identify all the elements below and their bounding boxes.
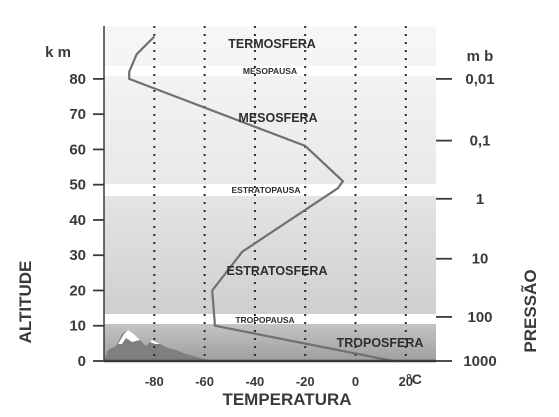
altitude-tick-label: 60 [69,141,86,158]
pressure-ticks: 1000 100 10 1 0,1 0,01 [436,71,497,370]
temperature-ticks: -80 -60 -40 -20 0 20 [145,374,413,389]
pressure-unit: m b [467,48,494,65]
layer-label: ESTRATOSFERA [227,264,328,278]
altitude-ticks: 0 10 20 30 40 50 60 70 80 [69,71,104,370]
temperature-profile-line [128,35,394,363]
pressure-tick-label: 1 [476,191,484,208]
upper-atmosphere-band [104,26,436,184]
temperature-tick-label: 0 [352,374,359,389]
temperature-axis-title: TEMPERATURA [222,390,351,409]
mountains-illustration [104,330,210,360]
altitude-tick-label: 30 [69,247,86,264]
layer-label: MESOSFERA [238,111,317,125]
temperature-tick-label: 20 [399,374,413,389]
pause-labels: TROPOPAUSA ESTRATOPAUSA MESOPAUSA [232,66,301,325]
stratosphere-band [104,196,436,314]
altitude-axis-title: ALTITUDE [16,261,35,344]
altitude-tick-label: 40 [69,212,86,229]
temperature-tick-label: -80 [145,374,164,389]
atmosphere-bands [104,26,436,360]
temperature-tick-label: -20 [296,374,315,389]
mountain-snow-cap [118,330,140,344]
pause-label: TROPOPAUSA [235,315,294,325]
pause-bands [104,66,436,324]
pressure-tick-label: 10 [472,251,489,268]
stratopause-band [104,184,436,196]
pressure-tick-label: 0,1 [470,133,491,150]
altitude-tick-label: 70 [69,106,86,123]
layer-label: TROPOSFERA [337,336,424,350]
temperature-tick-label: -60 [195,374,214,389]
mountain-snow-cap-small [150,340,160,344]
temperature-tick-label: -40 [246,374,265,389]
pressure-axis-title: PRESSÃO [520,269,540,352]
altitude-tick-label: 10 [69,318,86,335]
pause-label: MESOPAUSA [243,66,297,76]
altitude-tick-label: 0 [78,353,86,370]
mesopause-band [104,66,436,76]
altitude-tick-label: 50 [69,177,86,194]
altitude-tick-label: 80 [69,71,86,88]
tropopause-band [104,314,436,324]
pressure-tick-label: 0,01 [465,71,494,88]
layer-labels: TROPOSFERA ESTRATOSFERA MESOSFERA TERMOSFER… [227,37,424,350]
altitude-unit: k m [45,44,71,61]
pressure-tick-label: 100 [467,309,492,326]
temperature-unit: °C [406,371,422,387]
pressure-tick-label: 1000 [463,353,496,370]
altitude-tick-label: 20 [69,282,86,299]
pause-label: ESTRATOPAUSA [232,185,301,195]
layer-label: TERMOSFERA [228,37,316,51]
